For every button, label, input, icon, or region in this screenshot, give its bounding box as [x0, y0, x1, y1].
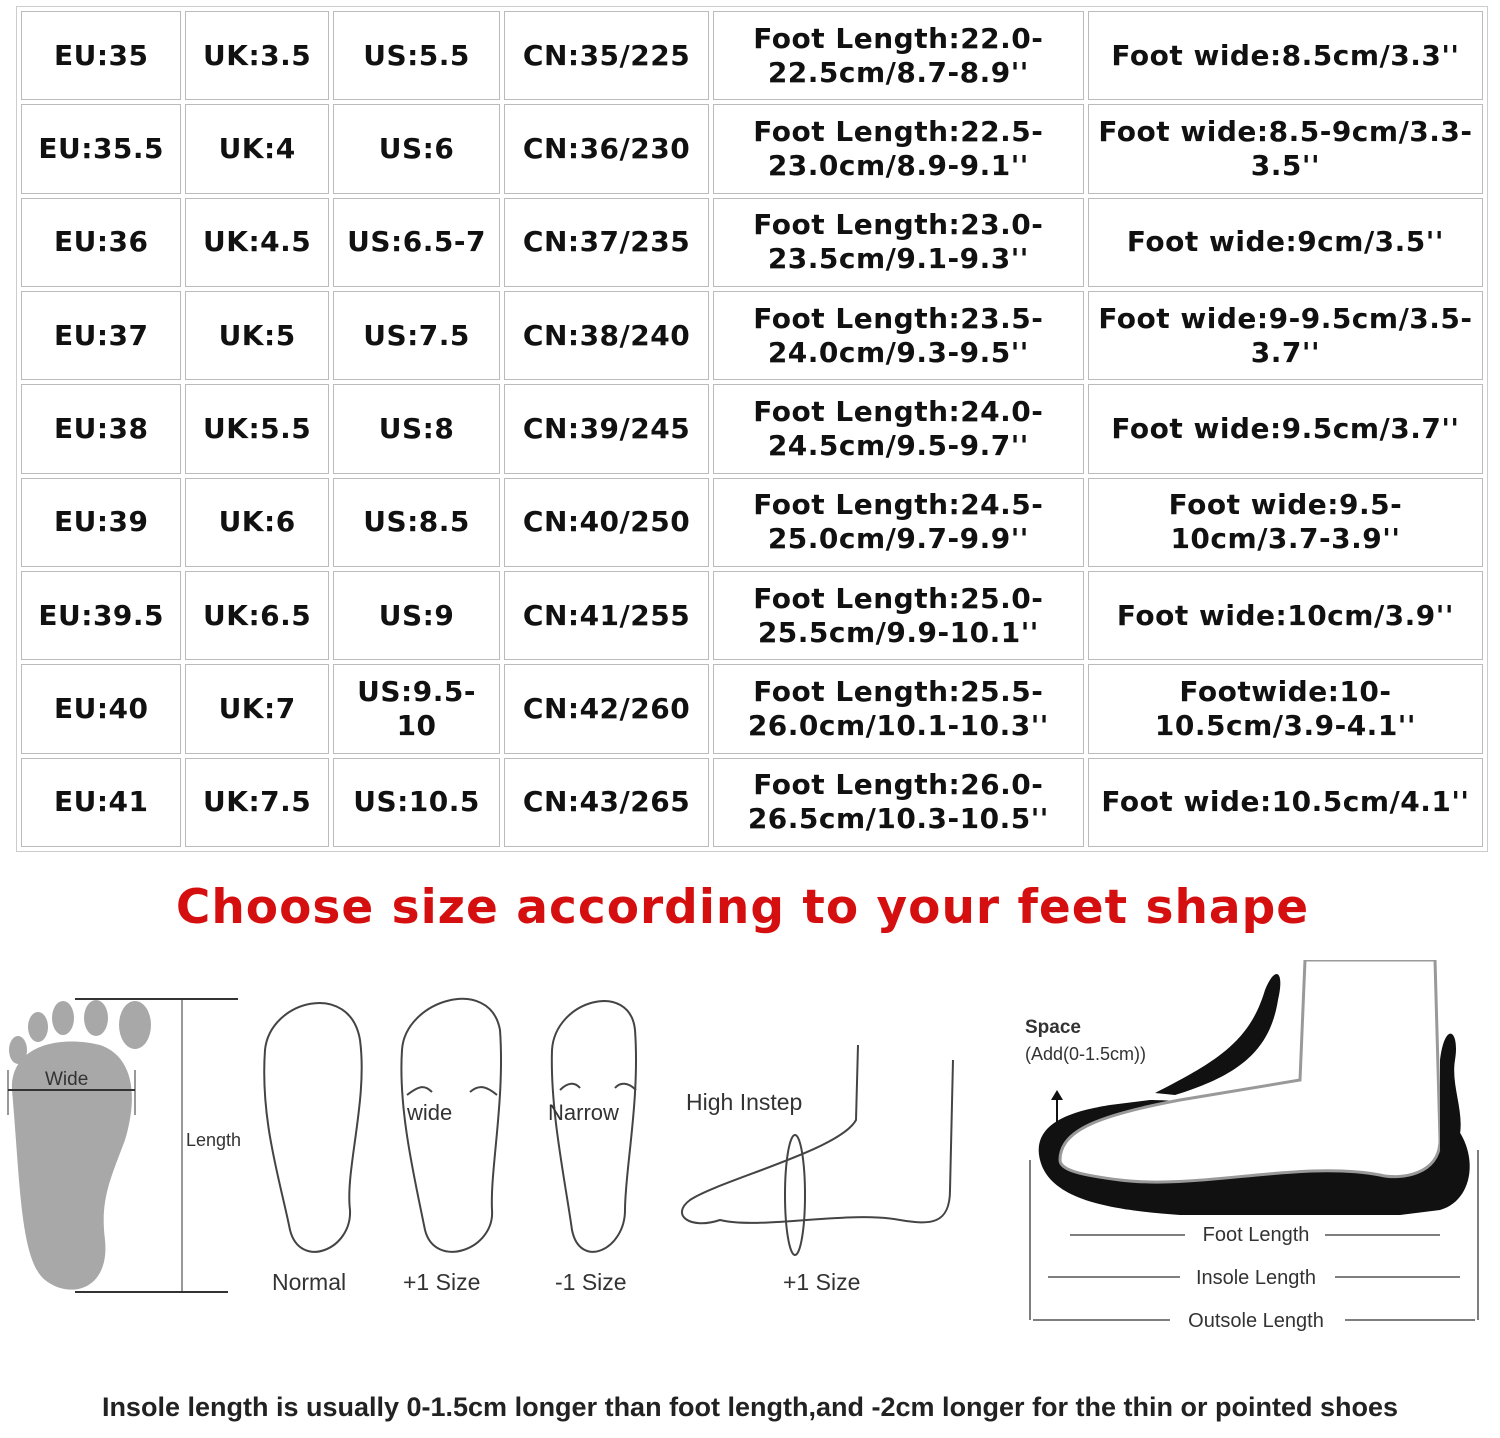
foot-width-cell: Foot wide:10cm/3.9'' — [1087, 570, 1483, 661]
cn-size-cell: CN:35/225 — [504, 11, 709, 101]
size-row: EU:35 UK:3.5 US:5.5 CN:35/225 Foot Length:22… — [21, 11, 1483, 101]
insole-length-label: Insole Length — [1196, 1267, 1316, 1289]
shoe-cross-section-icon — [1029, 960, 1479, 1321]
uk-size-cell: UK:3.5 — [185, 11, 329, 101]
eu-size-cell: EU:40 — [21, 664, 182, 754]
footprint-icon — [7, 998, 238, 1293]
us-size-cell: US:10.5 — [332, 757, 501, 847]
us-size-cell: US:5.5 — [332, 11, 501, 101]
us-size-cell: US:7.5 — [332, 290, 501, 381]
uk-size-cell: UK:5.5 — [185, 384, 329, 474]
eu-size-cell: EU:39 — [21, 477, 182, 567]
size-row: EU:40 UK:7 US:9.5-10 CN:42/260 Foot Length:2… — [21, 664, 1483, 754]
normal-caption: Normal — [272, 1269, 346, 1295]
foot-length-cell: Foot Length:25.0-25.5cm/9.9-10.1'' — [712, 570, 1084, 661]
foot-measure-diagrams: Wide Length wide Narrow Normal +1 Size -… — [7, 960, 1479, 1333]
uk-size-cell: UK:5 — [185, 290, 329, 381]
foot-width-cell: Foot wide:9.5cm/3.7'' — [1087, 384, 1483, 474]
uk-size-cell: UK:4 — [185, 104, 329, 194]
foot-width-cell: Foot wide:9.5-10cm/3.7-3.9'' — [1087, 477, 1483, 567]
foot-length-cell: Foot Length:22.0-22.5cm/8.7-8.9'' — [712, 11, 1084, 101]
uk-size-cell: UK:7.5 — [185, 757, 329, 847]
foot-width-cell: Footwide:10-10.5cm/3.9-4.1'' — [1087, 664, 1483, 754]
eu-size-cell: EU:38 — [21, 384, 182, 474]
wide-caption: +1 Size — [403, 1269, 480, 1295]
eu-size-cell: EU:35.5 — [21, 104, 182, 194]
foot-length-cell: Foot Length:24.5-25.0cm/9.7-9.9'' — [712, 477, 1084, 567]
size-row: EU:38 UK:5.5 US:8 CN:39/245 Foot Length:24.0… — [21, 384, 1483, 474]
foot-length-cell: Foot Length:22.5-23.0cm/8.9-9.1'' — [712, 104, 1084, 194]
cn-size-cell: CN:40/250 — [504, 477, 709, 567]
foot-length-cell: Foot Length:23.5-24.0cm/9.3-9.5'' — [712, 290, 1084, 381]
foot-width-cell: Foot wide:8.5-9cm/3.3-3.5'' — [1087, 104, 1483, 194]
narrow-caption: -1 Size — [555, 1269, 627, 1295]
us-size-cell: US:8 — [332, 384, 501, 474]
high-instep-label: High Instep — [686, 1089, 802, 1115]
foot-width-cell: Foot wide:8.5cm/3.3'' — [1087, 11, 1483, 101]
us-size-cell: US:9.5-10 — [332, 664, 501, 754]
us-size-cell: US:6.5-7 — [332, 197, 501, 287]
eu-size-cell: EU:36 — [21, 197, 182, 287]
uk-size-cell: UK:4.5 — [185, 197, 329, 287]
insole-note: Insole length is usually 0-1.5cm longer … — [101, 1392, 1399, 1422]
eu-size-cell: EU:35 — [21, 11, 182, 101]
size-row: EU:39 UK:6 US:8.5 CN:40/250 Foot Length:24.5… — [21, 477, 1483, 567]
narrow-arrow-label: Narrow — [548, 1100, 619, 1125]
cn-size-cell: CN:39/245 — [504, 384, 709, 474]
outsole-length-label: Outsole Length — [1188, 1310, 1324, 1332]
foot-length-cell: Foot Length:23.0-23.5cm/9.1-9.3'' — [712, 197, 1084, 287]
uk-size-cell: UK:7 — [185, 664, 329, 754]
foot-width-cell: Foot wide:9-9.5cm/3.5-3.7'' — [1087, 290, 1483, 381]
foot-length-label: Foot Length — [1203, 1224, 1310, 1246]
wide-arrow-label: wide — [406, 1100, 452, 1125]
size-row: EU:37 UK:5 US:7.5 CN:38/240 Foot Length:23.5… — [21, 290, 1483, 381]
size-chart-table: EU:35 UK:3.5 US:5.5 CN:35/225 Foot Length:22… — [16, 6, 1488, 852]
foot-length-cell: Foot Length:26.0-26.5cm/10.3-10.5'' — [712, 757, 1084, 847]
foot-width-cell: Foot wide:9cm/3.5'' — [1087, 197, 1483, 287]
size-row: EU:35.5 UK:4 US:6 CN:36/230 Foot Length:22.5… — [21, 104, 1483, 194]
space-label: Space — [1025, 1017, 1081, 1038]
size-row: EU:41 UK:7.5 US:10.5 CN:43/265 Foot Length:2… — [21, 757, 1483, 847]
cn-size-cell: CN:43/265 — [504, 757, 709, 847]
space-sub-label: (Add(0-1.5cm)) — [1025, 1044, 1146, 1064]
size-guide-title: Choose size according to your feet shape — [175, 880, 1310, 935]
instep-caption: +1 Size — [783, 1269, 860, 1295]
cn-size-cell: CN:37/235 — [504, 197, 709, 287]
cn-size-cell: CN:41/255 — [504, 570, 709, 661]
foot-outline-icons — [263, 998, 954, 1256]
us-size-cell: US:8.5 — [332, 477, 501, 567]
us-size-cell: US:6 — [332, 104, 501, 194]
cn-size-cell: CN:38/240 — [504, 290, 709, 381]
uk-size-cell: UK:6 — [185, 477, 329, 567]
wide-label: Wide — [45, 1069, 88, 1090]
eu-size-cell: EU:39.5 — [21, 570, 182, 661]
eu-size-cell: EU:41 — [21, 757, 182, 847]
length-label: Length — [186, 1130, 241, 1150]
size-row: EU:36 UK:4.5 US:6.5-7 CN:37/235 Foot Length:… — [21, 197, 1483, 287]
eu-size-cell: EU:37 — [21, 290, 182, 381]
foot-length-cell: Foot Length:25.5-26.0cm/10.1-10.3'' — [712, 664, 1084, 754]
size-row: EU:39.5 UK:6.5 US:9 CN:41/255 Foot Length:25… — [21, 570, 1483, 661]
foot-length-cell: Foot Length:24.0-24.5cm/9.5-9.7'' — [712, 384, 1084, 474]
cn-size-cell: CN:36/230 — [504, 104, 709, 194]
us-size-cell: US:9 — [332, 570, 501, 661]
uk-size-cell: UK:6.5 — [185, 570, 329, 661]
cn-size-cell: CN:42/260 — [504, 664, 709, 754]
foot-width-cell: Foot wide:10.5cm/4.1'' — [1087, 757, 1483, 847]
